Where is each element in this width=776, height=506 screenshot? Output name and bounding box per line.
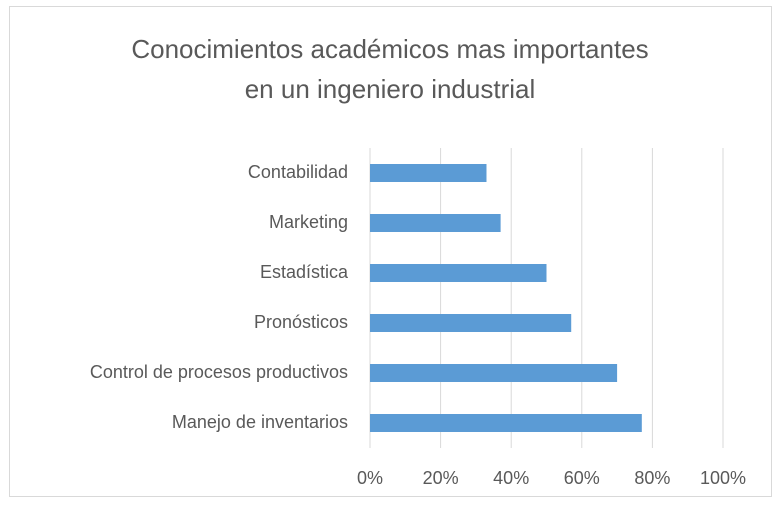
x-tick-label: 0% bbox=[357, 468, 383, 488]
x-tick-label: 100% bbox=[700, 468, 746, 488]
bar bbox=[370, 314, 572, 332]
y-tick-label: Pronósticos bbox=[254, 312, 348, 332]
y-tick-label: Marketing bbox=[269, 212, 348, 232]
bar bbox=[370, 364, 618, 382]
bar bbox=[370, 264, 547, 282]
y-tick-label: Control de procesos productivos bbox=[90, 362, 348, 382]
x-tick-label: 60% bbox=[564, 468, 600, 488]
y-tick-label: Manejo de inventarios bbox=[172, 412, 348, 432]
chart-title: en un ingeniero industrial bbox=[245, 74, 536, 104]
y-tick-label: Estadística bbox=[260, 262, 349, 282]
y-tick-label: Contabilidad bbox=[248, 162, 348, 182]
bar bbox=[370, 164, 487, 182]
x-tick-label: 20% bbox=[423, 468, 459, 488]
bar bbox=[370, 214, 501, 232]
x-tick-label: 40% bbox=[493, 468, 529, 488]
bar bbox=[370, 414, 642, 432]
x-tick-label: 80% bbox=[634, 468, 670, 488]
chart-title: Conocimientos académicos mas importantes bbox=[131, 34, 648, 64]
